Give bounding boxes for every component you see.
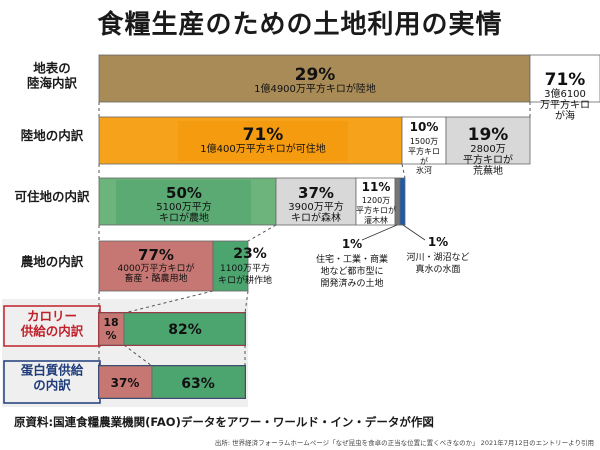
habitable-land-pct: 71%	[243, 125, 284, 145]
bar-segment	[394, 177, 401, 226]
water-callout-line	[402, 224, 426, 241]
bar-segment	[399, 177, 406, 226]
connector-line	[401, 163, 406, 179]
row-label: 可住地の内訳	[14, 189, 90, 204]
urban-callout-line	[361, 224, 398, 241]
row-label: 供給の内訳	[20, 324, 84, 339]
calorie-animal-pct: %	[105, 329, 116, 342]
glacier-text: が	[420, 156, 428, 166]
farmland-pct: 50%	[166, 184, 202, 202]
protein-animal-pct: 37%	[111, 376, 140, 390]
bar-segment	[98, 365, 153, 399]
shrub-pct: 11%	[362, 180, 391, 194]
bar-segment	[355, 177, 396, 226]
forest-text: 3900万平方	[288, 200, 343, 213]
barren-land-text: 平方キロが	[463, 153, 513, 166]
urban-pct: 1%	[342, 237, 362, 251]
barren-land-text: 荒蕪地	[473, 164, 503, 177]
row-label: 農地の内訳	[21, 254, 84, 269]
row-label: カロリー	[27, 309, 77, 324]
bar-segment	[212, 240, 249, 292]
shrub-text: 1200万	[362, 196, 390, 205]
habitable-land-text: 1億400万平方キロが可住地	[200, 142, 325, 155]
shrub-text: 灌木林	[364, 215, 388, 225]
highlight-box	[116, 180, 251, 224]
bar-segment	[529, 54, 600, 103]
land-surface-pct: 29%	[295, 65, 336, 85]
row-label: 陸海内訳	[27, 76, 78, 91]
forest-text: キロが森林	[291, 211, 341, 224]
sea-surface-text: 万平方キロ	[540, 98, 590, 111]
bar-segment	[98, 312, 125, 346]
row-label: 地表の	[33, 61, 71, 76]
row-label: 陸地の内訳	[21, 128, 84, 143]
cropland-text: 1100万平方	[220, 262, 270, 274]
urban-text: 住宅・工業・商業	[316, 253, 388, 265]
cropland-text: キロが耕作地	[218, 274, 272, 286]
bar-segment	[98, 240, 214, 292]
farmland-text: 5100万平方	[156, 200, 211, 213]
water-pct: 1%	[428, 235, 448, 249]
urban-text: 開発済みの土地	[320, 277, 383, 289]
highlight-box	[178, 121, 348, 161]
farmland-text: キロが農地	[159, 211, 209, 224]
barren-land-pct: 19%	[468, 125, 509, 145]
urban-text: 地など都市型に	[320, 265, 383, 277]
bar-segment	[445, 116, 531, 165]
sea-surface-text: 3億6100	[544, 87, 586, 100]
glacier-text: 平方キロ	[408, 146, 440, 156]
row-label: 蛋白質供給	[21, 363, 84, 378]
bar-segment	[123, 312, 246, 346]
connector-line	[244, 290, 249, 314]
livestock-text: 畜産・酪農用地	[124, 272, 187, 284]
cropland-pct: 23%	[233, 246, 267, 262]
source-credit: 原資料:国連食糧農業機関(FAO)データをアワー・ワールド・イン・データが作図	[14, 415, 434, 429]
water-text: 真水の水面	[415, 263, 460, 275]
sea-surface-text: が海	[555, 109, 575, 122]
land-surface-text: 1億4900万平方キロが陸地	[254, 82, 376, 95]
bar-segment	[401, 116, 447, 165]
livestock-pct: 77%	[138, 246, 174, 264]
glacier-text: 氷河	[416, 165, 432, 175]
calorie-animal-pct: 18	[103, 316, 118, 329]
chart-title: 食糧生産のための土地利用の実情	[97, 10, 503, 40]
barren-land-text: 2800万	[470, 144, 505, 155]
livestock-text: 4000万平方キロが	[118, 262, 195, 274]
shrub-text: 平方キロが	[356, 205, 396, 215]
water-text: 河川・湖沼など	[406, 251, 469, 263]
sea-surface-pct: 71%	[545, 70, 586, 90]
calorie-plant-pct: 82%	[168, 322, 202, 338]
bar-segment	[151, 365, 246, 399]
bar-segment	[98, 54, 531, 103]
row-label: の内訳	[33, 378, 71, 393]
glacier-text: 1500万	[410, 137, 438, 146]
forest-pct: 37%	[298, 184, 334, 202]
source-note: 出所: 世界経済フォーラムホームページ「なぜ昆虫を食卓の正当な位置に置くべきなの…	[214, 439, 594, 447]
glacier-pct: 10%	[410, 120, 439, 134]
connector-line	[247, 224, 277, 242]
protein-plant-pct: 63%	[181, 376, 215, 392]
